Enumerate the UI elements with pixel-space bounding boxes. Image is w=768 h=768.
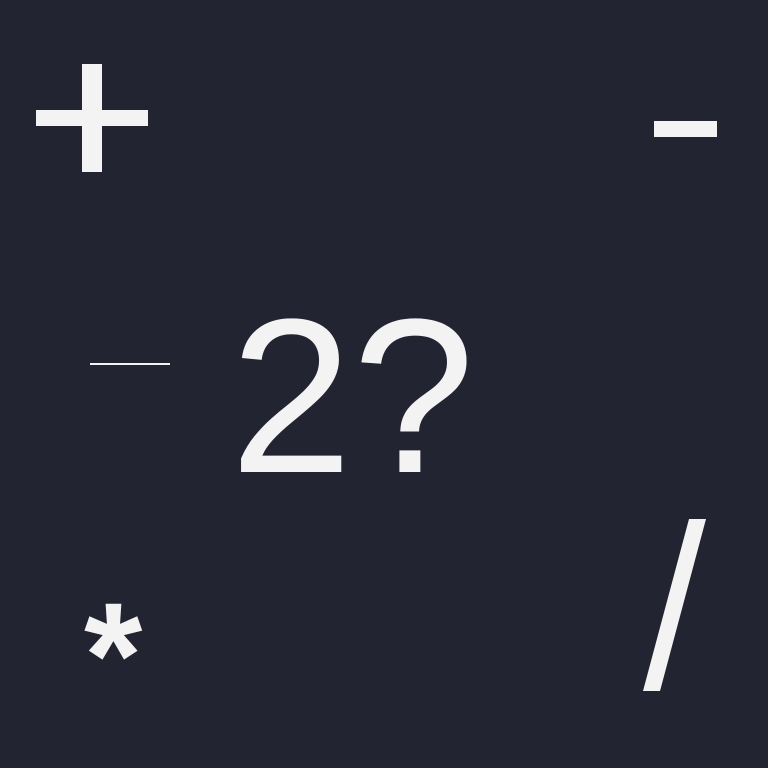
asterisk-symbol: * [84, 571, 143, 739]
minus-symbol: - [654, 121, 717, 137]
center-question-text: 2? [230, 273, 475, 519]
plus-symbol: + [36, 64, 148, 172]
slash-symbol: / [640, 519, 706, 691]
plus-vertical-bar [82, 64, 102, 172]
thin-minus-symbol: - [90, 363, 170, 365]
slash-symbol-text: / [640, 519, 641, 520]
